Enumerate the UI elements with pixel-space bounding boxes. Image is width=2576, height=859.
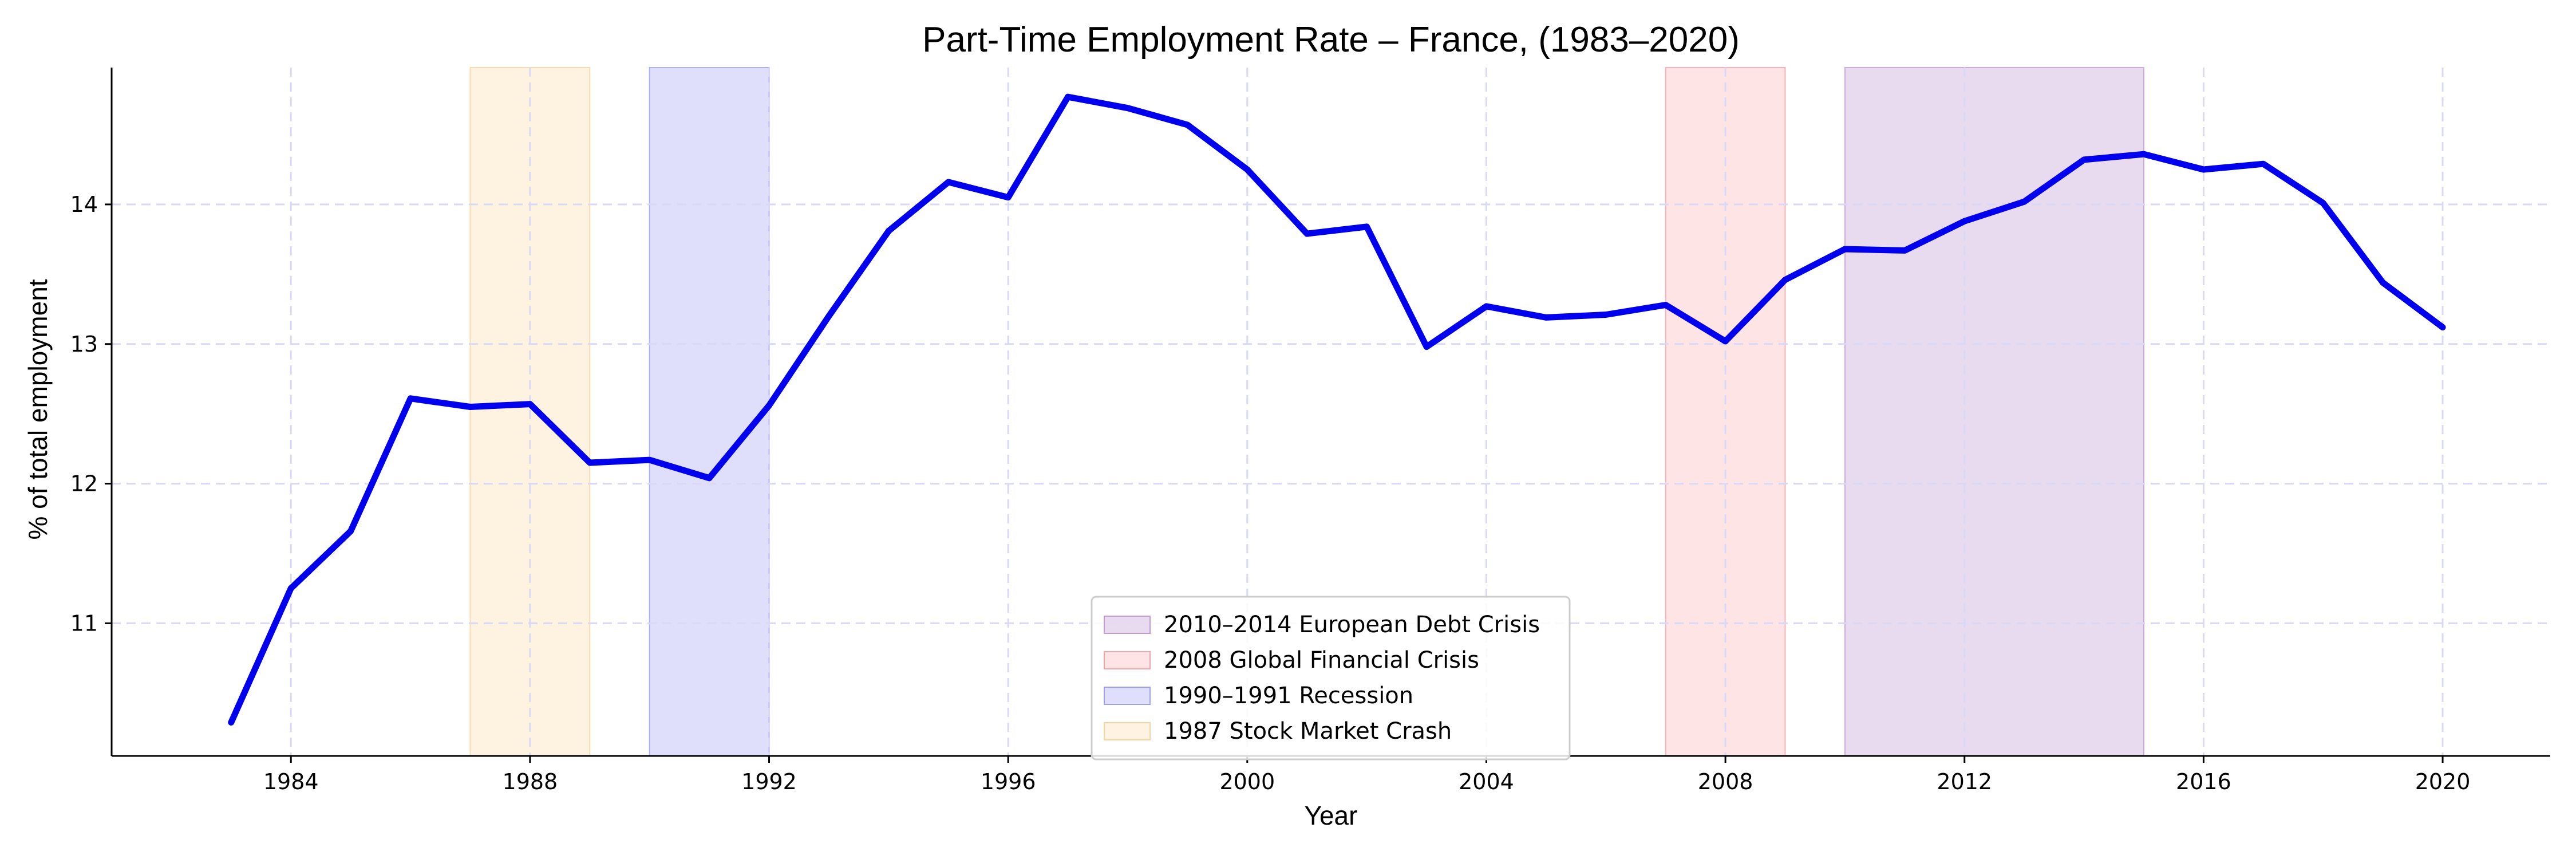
legend-label: 1987 Stock Market Crash	[1164, 718, 1452, 744]
tick-labels: 1984 1988 1992 1996 2000 2004 2008 2012 2016 2020…	[70, 192, 2471, 794]
grid-lines	[112, 68, 2550, 756]
y-tick-label: 11	[70, 610, 98, 636]
x-axis-label: Year	[1305, 801, 1358, 830]
x-tick-label: 2000	[1219, 769, 1275, 794]
x-tick-label: 1984	[263, 769, 319, 794]
legend-box	[1091, 596, 1571, 761]
legend-label: 2010–2014 European Debt Crisis	[1164, 612, 1540, 638]
y-tick-label: 12	[70, 471, 98, 497]
y-tick-label: 14	[70, 192, 98, 217]
x-tick-label: 2004	[1459, 769, 1514, 794]
x-tick-label: 1988	[503, 769, 558, 794]
legend-label: 2008 Global Financial Crisis	[1164, 647, 1479, 673]
x-tick-label: 2008	[1698, 769, 1753, 794]
y-tick-label: 13	[70, 332, 98, 357]
chart-title: Part-Time Employment Rate – France, (198…	[922, 20, 1740, 60]
legend-label: 1990–1991 Recession	[1164, 683, 1413, 709]
legend-swatch	[1104, 687, 1151, 705]
y-axis-label: % of total employment	[23, 279, 53, 539]
x-tick-label: 2012	[1937, 769, 1992, 794]
legend-swatch	[1104, 722, 1151, 740]
shaded-period-0	[1844, 67, 2144, 756]
shaded-periods	[469, 67, 2144, 756]
shaded-period-2	[649, 67, 770, 756]
legend-swatch	[1104, 651, 1151, 669]
data-series	[228, 93, 2446, 726]
legend: 2010–2014 European Debt Crisis 2008 Globa…	[1091, 596, 1571, 761]
legend-swatch	[1104, 616, 1151, 634]
x-tick-label: 2020	[2415, 769, 2471, 794]
x-tick-label: 2016	[2176, 769, 2231, 794]
x-tick-label: 1992	[741, 769, 797, 794]
x-tick-label: 1996	[981, 769, 1036, 794]
series-line-0	[228, 93, 2446, 726]
